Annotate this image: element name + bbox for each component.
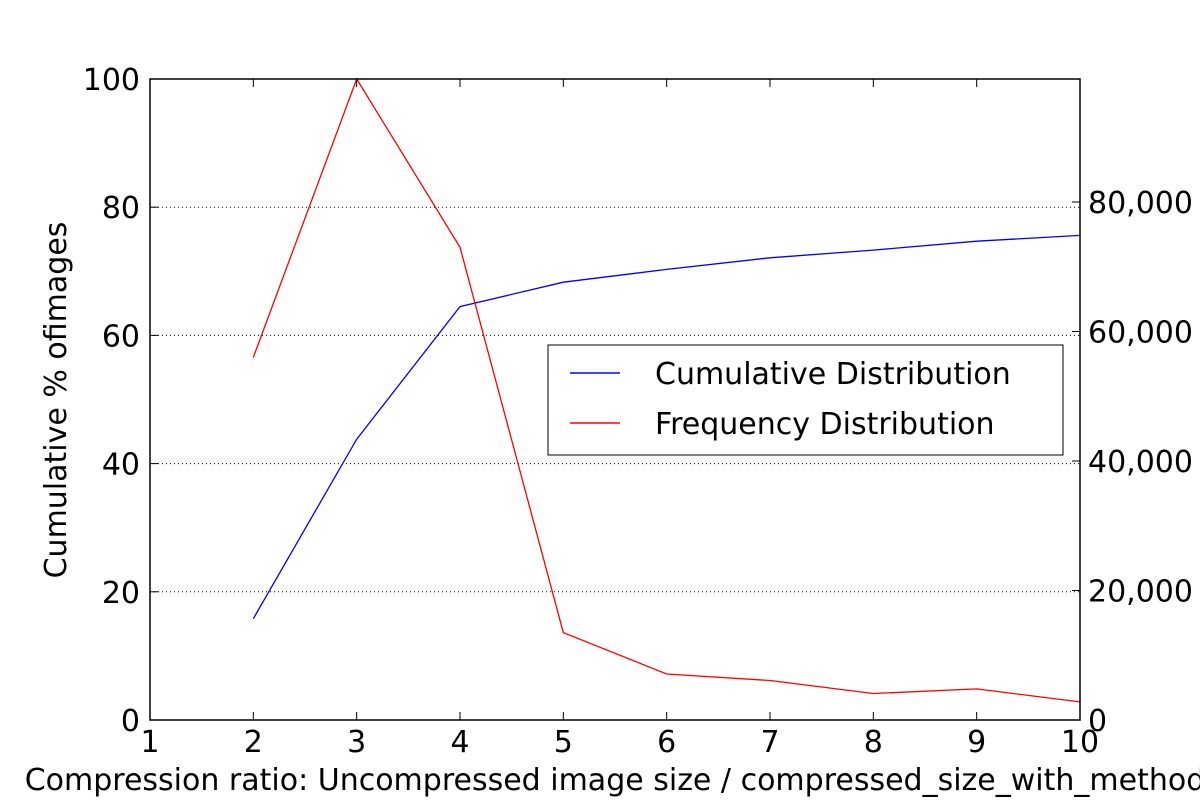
- series-layer: [252, 77, 1081, 703]
- tick-labels: 0 20 40 60 80 100 0 20,000 40,000 60,000 80,000 1 2 3…: [83, 63, 1193, 760]
- x-tick-label: 1: [140, 725, 159, 760]
- y-tick-label: 60: [102, 319, 140, 354]
- x-tick-label: 8: [864, 725, 883, 760]
- x-tick-label: 2: [244, 725, 263, 760]
- y-right-tick-label: 80,000: [1088, 186, 1193, 221]
- x-tick-label: 5: [554, 725, 573, 760]
- x-tick-label: 7: [760, 725, 779, 760]
- y-tick-label: 20: [102, 576, 140, 611]
- legend: Cumulative Distribution Frequency Distri…: [547, 344, 1064, 456]
- y-right-tick-label: 20,000: [1088, 575, 1193, 610]
- y-tick-label: 80: [102, 191, 140, 226]
- y-axis-label: Cumulative % ofimages: [39, 222, 74, 579]
- x-tick-label: 4: [450, 725, 469, 760]
- x-axis-label: Compression ratio: Uncompressed image si…: [25, 763, 1200, 798]
- x-tick-label: 10: [1061, 725, 1099, 760]
- plot-frame: [149, 78, 1081, 721]
- series-line-frequency: [252, 77, 1081, 703]
- legend-label-frequency: Frequency Distribution: [655, 407, 995, 442]
- y-right-tick-label: 0: [1088, 704, 1107, 739]
- y-tick-label: 100: [83, 63, 140, 98]
- x-tick-label: 3: [347, 725, 366, 760]
- y-tick-label: 0: [121, 704, 140, 739]
- y-right-tick-label: 40,000: [1088, 445, 1193, 480]
- y-right-tick-label: 60,000: [1088, 316, 1193, 351]
- legend-box: [547, 344, 1064, 456]
- x-tick-label: 9: [967, 725, 986, 760]
- grid-lines: [150, 206, 1080, 593]
- y-tick-label: 40: [102, 448, 140, 483]
- ticks: [149, 78, 1081, 721]
- x-tick-label: 6: [657, 725, 676, 760]
- legend-label-cumulative: Cumulative Distribution: [655, 357, 1011, 392]
- series-line-cumulative: [252, 234, 1081, 620]
